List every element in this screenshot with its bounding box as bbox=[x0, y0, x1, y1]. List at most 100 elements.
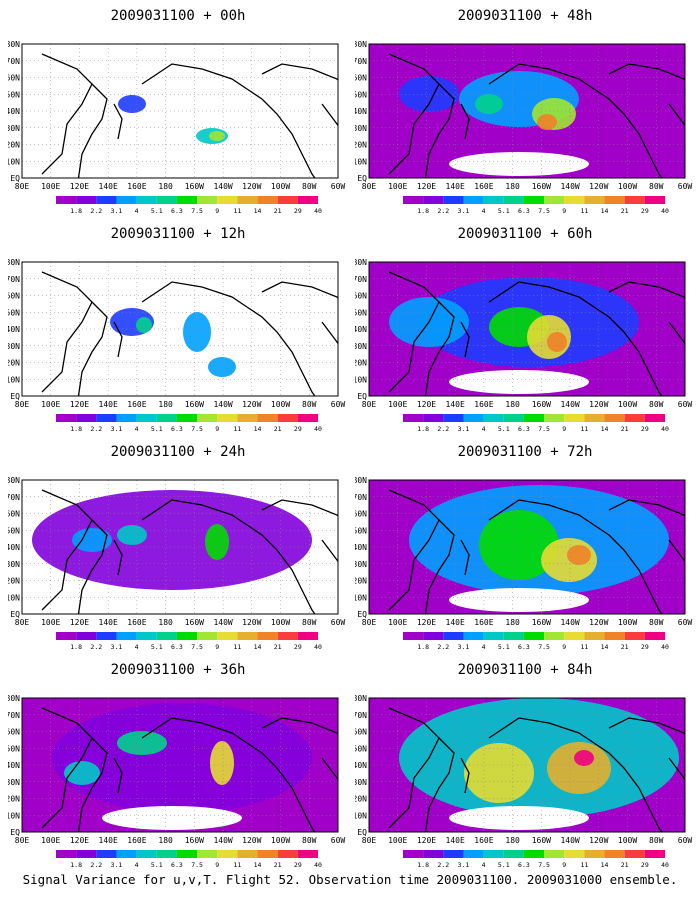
colorbar-swatch bbox=[503, 850, 524, 858]
panel-title: 2009031100 + 36h bbox=[110, 662, 246, 678]
colorbar-label: 9 bbox=[562, 425, 566, 433]
lon-tick-label: 180 bbox=[158, 836, 173, 845]
colorbar-label: 5.1 bbox=[151, 861, 163, 869]
lon-tick-label: 80E bbox=[15, 618, 30, 627]
colorbar-swatch bbox=[644, 850, 665, 858]
lat-tick-label: 30N bbox=[8, 778, 20, 787]
lon-tick-label: 160E bbox=[127, 618, 146, 627]
colorbar-swatch bbox=[463, 850, 484, 858]
lat-tick-label: 50N bbox=[8, 744, 20, 753]
low-variance-area bbox=[449, 370, 589, 394]
lon-tick-label: 140W bbox=[213, 400, 232, 409]
colorbar-swatch bbox=[76, 196, 97, 204]
lon-tick-label: 160W bbox=[532, 400, 551, 409]
colorbar-label: 14 bbox=[601, 425, 609, 433]
colorbar-label: 9 bbox=[215, 643, 219, 651]
lon-tick-label: 180 bbox=[158, 400, 173, 409]
variance-contour bbox=[537, 114, 557, 130]
colorbar-label: 7.5 bbox=[191, 861, 203, 869]
colorbar-swatch bbox=[463, 414, 484, 422]
colorbar-label: 29 bbox=[641, 425, 649, 433]
colorbar-swatch bbox=[624, 850, 645, 858]
colorbar-swatch bbox=[483, 850, 504, 858]
lat-tick-label: 40N bbox=[355, 325, 367, 334]
lon-tick-label: 160W bbox=[532, 618, 551, 627]
lon-tick-label: 80W bbox=[649, 836, 664, 845]
colorbar-label: 21 bbox=[621, 425, 629, 433]
variance-contour bbox=[210, 741, 234, 785]
lon-tick-label: 120E bbox=[417, 836, 436, 845]
colorbar-label: 2.2 bbox=[437, 643, 449, 651]
colorbar-swatch bbox=[156, 414, 177, 422]
colorbar-swatch bbox=[217, 850, 238, 858]
coastline bbox=[113, 539, 123, 576]
colorbar-swatch bbox=[403, 414, 424, 422]
colorbar-label: 5.1 bbox=[498, 425, 510, 433]
coastline bbox=[246, 524, 316, 614]
colorbar-swatch bbox=[197, 414, 218, 422]
lon-tick-label: 180 bbox=[505, 182, 520, 191]
lat-tick-label: 60N bbox=[355, 74, 367, 83]
colorbar-label: 5.1 bbox=[151, 425, 163, 433]
lon-tick-label: 100E bbox=[41, 182, 60, 191]
lat-tick-label: 60N bbox=[8, 292, 20, 301]
colorbar-label: 3.1 bbox=[111, 861, 123, 869]
colorbar-label: 4 bbox=[482, 207, 486, 215]
colorbar-label: 40 bbox=[661, 207, 669, 215]
colorbar-swatch bbox=[564, 414, 585, 422]
lon-tick-label: 120W bbox=[242, 400, 261, 409]
colorbar-swatch bbox=[156, 632, 177, 640]
lon-tick-label: 160E bbox=[127, 182, 146, 191]
lon-tick-label: 100E bbox=[41, 618, 60, 627]
colorbar-swatch bbox=[604, 850, 625, 858]
colorbar-label: 4 bbox=[482, 861, 486, 869]
colorbar-swatch bbox=[277, 196, 298, 204]
colorbar-label: 7.5 bbox=[538, 207, 550, 215]
lat-tick-label: 40N bbox=[355, 107, 367, 116]
colorbar-label: 14 bbox=[254, 207, 262, 215]
coastline bbox=[246, 88, 316, 178]
lon-tick-label: 180 bbox=[158, 182, 173, 191]
colorbar-label: 4 bbox=[135, 207, 139, 215]
colorbar-swatch bbox=[564, 850, 585, 858]
colorbar-swatch bbox=[277, 632, 298, 640]
colorbar-label: 5.1 bbox=[498, 643, 510, 651]
colorbar-swatch bbox=[56, 850, 77, 858]
variance-contour bbox=[209, 131, 225, 141]
colorbar-swatch bbox=[423, 632, 444, 640]
lat-tick-label: EQ bbox=[357, 392, 367, 401]
variance-contour bbox=[567, 545, 591, 565]
colorbar-swatch bbox=[604, 414, 625, 422]
colorbar-label: 1.8 bbox=[70, 207, 82, 215]
colorbar-swatch bbox=[217, 196, 238, 204]
lat-tick-label: 50N bbox=[355, 90, 367, 99]
lon-tick-label: 60W bbox=[331, 182, 346, 191]
lon-tick-label: 120W bbox=[589, 182, 608, 191]
lat-tick-label: 70N bbox=[8, 275, 20, 284]
variance-contour bbox=[464, 743, 534, 803]
lat-tick-label: 50N bbox=[8, 308, 20, 317]
panel-title: 2009031100 + 12h bbox=[110, 226, 246, 242]
colorbar-swatch bbox=[403, 850, 424, 858]
map-frame bbox=[368, 43, 686, 179]
colorbar-swatch bbox=[604, 632, 625, 640]
colorbar-swatch bbox=[136, 414, 157, 422]
lon-tick-label: 140E bbox=[446, 400, 465, 409]
lat-tick-label: 50N bbox=[355, 308, 367, 317]
colorbar-label: 21 bbox=[274, 643, 282, 651]
colorbar-label: 11 bbox=[233, 861, 241, 869]
lat-tick-label: 20N bbox=[355, 359, 367, 368]
variance-contour bbox=[399, 698, 679, 818]
coastline bbox=[261, 717, 338, 735]
coastline bbox=[321, 321, 338, 345]
variance-contour bbox=[72, 528, 112, 552]
lon-tick-label: 160W bbox=[532, 836, 551, 845]
colorbar-label: 40 bbox=[314, 207, 322, 215]
colorbar-label: 6.3 bbox=[518, 207, 530, 215]
lat-tick-label: 70N bbox=[355, 493, 367, 502]
colorbar-label: 11 bbox=[233, 425, 241, 433]
colorbar-swatch bbox=[503, 196, 524, 204]
lon-tick-label: 140W bbox=[560, 836, 579, 845]
